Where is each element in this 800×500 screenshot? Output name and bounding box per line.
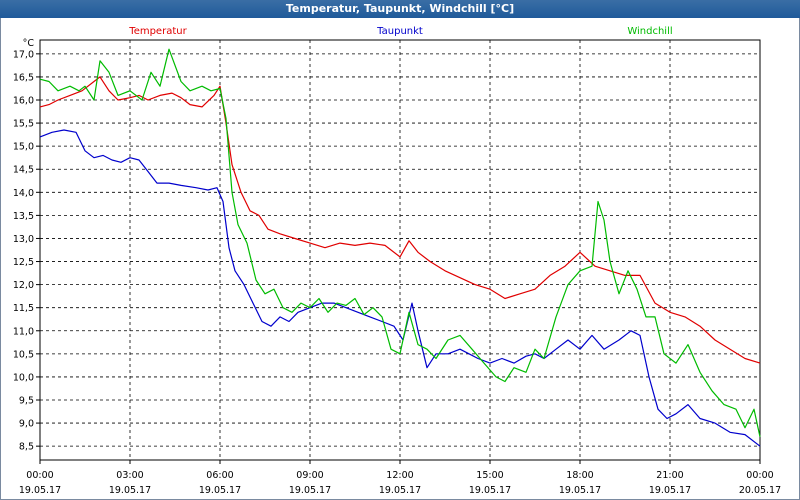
y-tick-label: 9,0 [19, 419, 34, 430]
legend-taupunkt: Taupunkt [376, 26, 423, 37]
x-tick-date-label: 19.05.17 [289, 485, 331, 496]
y-tick-label: 15,5 [13, 119, 34, 130]
y-tick-label: 9,5 [19, 396, 34, 407]
y-tick-label: 14,5 [13, 165, 34, 176]
x-tick-time-label: 00:00 [26, 470, 53, 481]
y-tick-label: 13,0 [13, 234, 34, 245]
y-tick-label: 10,5 [13, 349, 34, 360]
y-tick-label: 16,5 [13, 72, 34, 83]
y-tick-label: 17,0 [13, 49, 34, 60]
x-tick-time-label: 15:00 [476, 470, 503, 481]
legend-temperatur: Temperatur [128, 26, 187, 37]
x-tick-date-label: 19.05.17 [649, 485, 691, 496]
x-tick-date-label: 20.05.17 [739, 485, 781, 496]
x-tick-time-label: 12:00 [386, 470, 413, 481]
legend-windchill: Windchill [627, 26, 672, 37]
y-tick-label: 16,0 [13, 96, 34, 107]
x-tick-date-label: 19.05.17 [379, 485, 421, 496]
y-tick-label: 13,5 [13, 211, 34, 222]
x-tick-date-label: 19.05.17 [19, 485, 61, 496]
x-tick-time-label: 00:00 [746, 470, 773, 481]
x-tick-time-label: 18:00 [566, 470, 593, 481]
x-tick-date-label: 19.05.17 [559, 485, 601, 496]
y-tick-label: 11,5 [13, 303, 34, 314]
x-tick-date-label: 19.05.17 [199, 485, 241, 496]
x-tick-time-label: 21:00 [656, 470, 683, 481]
x-tick-date-label: 19.05.17 [469, 485, 511, 496]
x-tick-date-label: 19.05.17 [109, 485, 151, 496]
y-tick-label: 11,0 [13, 326, 34, 337]
y-tick-label: 12,0 [13, 280, 34, 291]
y-axis-unit: °C [23, 38, 35, 49]
x-tick-time-label: 09:00 [296, 470, 323, 481]
x-tick-time-label: 06:00 [206, 470, 233, 481]
y-tick-label: 12,5 [13, 257, 34, 268]
y-tick-label: 10,0 [13, 372, 34, 383]
series-line-temperatur [39, 76, 761, 364]
x-tick-time-label: 03:00 [116, 470, 143, 481]
y-tick-label: 8,5 [19, 442, 34, 453]
chart-title: Temperatur, Taupunkt, Windchill [°C] [0, 0, 800, 18]
series-line-windchill [39, 48, 761, 438]
y-tick-label: 15,0 [13, 142, 34, 153]
series-line-taupunkt [39, 129, 761, 447]
y-tick-label: 14,0 [13, 188, 34, 199]
